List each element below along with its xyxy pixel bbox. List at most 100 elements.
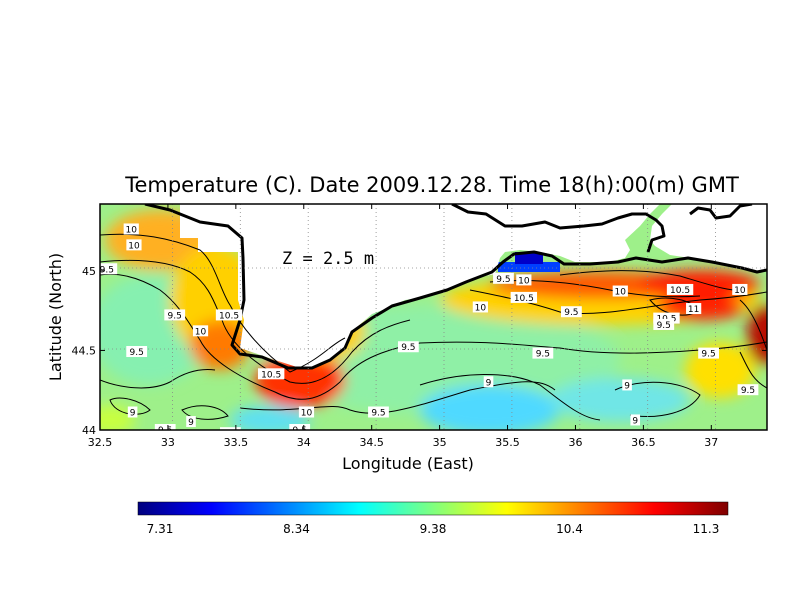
- contour-label-bg: [164, 309, 186, 321]
- contour-label: 10: [472, 301, 488, 313]
- y-tick-label: 44.5: [72, 344, 97, 357]
- contour-label-text: 9.5: [168, 311, 182, 321]
- contour-label: 9.5: [493, 272, 514, 285]
- contour-label: 9: [186, 416, 196, 428]
- contour-label: 11: [686, 303, 702, 315]
- contour-label-bg: [612, 285, 628, 297]
- contour-label-bg: [653, 312, 680, 324]
- x-axis-ticks: 32.5 33 33.5 34 34.5 35 35.5 36 36.5 37: [88, 204, 718, 449]
- contour-label-text: 10: [475, 303, 487, 313]
- contour-label-text: 9.5: [496, 275, 510, 285]
- colorbar-ticks: 7.31 8.34 9.38 10.4 11.3: [147, 522, 720, 536]
- x-tick-label: 32.5: [88, 436, 113, 449]
- contour-label: 10.5: [257, 368, 285, 380]
- contour-label-text: 9: [188, 418, 194, 428]
- contour-label: 9.5: [532, 347, 554, 360]
- contour-label-bg: [220, 427, 241, 430]
- contour-label: 9.5: [560, 306, 582, 318]
- contour-label-bg: [126, 346, 148, 358]
- contour-label-bg: [257, 368, 285, 380]
- x-tick-label: 33: [161, 436, 175, 449]
- contour-label-text: 10: [734, 286, 746, 296]
- contour-label-bg: [510, 291, 538, 303]
- contour-label-text: 10: [195, 327, 207, 337]
- contour-label: 9: [622, 379, 632, 391]
- colorbar-tick-label: 9.38: [420, 522, 447, 536]
- contour-label: 9: [630, 414, 641, 426]
- contour-label-text: 10: [615, 288, 627, 298]
- contour-label-text: 10.5: [261, 370, 281, 380]
- contour-label: 9.5: [737, 384, 759, 396]
- contour-label-bg: [215, 309, 243, 321]
- y-tick-label: 44: [82, 424, 96, 437]
- y-axis-ticks: 44 44.5 45: [72, 265, 767, 437]
- contour-label-bg: [532, 347, 554, 359]
- land-mass: [100, 204, 767, 368]
- contour-label-text: 9.5: [657, 321, 671, 331]
- contour-label: 10.5: [215, 309, 243, 321]
- plot-frame: [99, 203, 768, 431]
- contour-label-text: 9.5: [130, 348, 144, 358]
- contour-label-text: 9.5: [701, 350, 715, 360]
- contour-label-bg: [686, 303, 702, 315]
- contour-label-text: 9.5: [158, 426, 172, 436]
- contour-label-bg: [154, 424, 176, 430]
- contour-label-bg: [732, 283, 748, 295]
- contour-label: 9: [127, 406, 138, 418]
- depth-label: Z = 2.5 m: [282, 249, 374, 269]
- contour-label-bg: [298, 406, 315, 418]
- colorbar-tick-label: 7.31: [147, 522, 174, 536]
- contour-label: 9.5: [100, 263, 118, 275]
- contour-label-bg: [666, 283, 694, 295]
- contour-label: 10: [732, 283, 748, 296]
- contour-label-layer: 10 10 9.5 9.5 10.5 10 9.5 10.5 9 9 9.5 9.5 9.5 10 9.5 9…: [100, 223, 759, 436]
- contour-label: 9.5: [397, 341, 419, 353]
- contour-label-bg: [560, 306, 582, 318]
- contour-label-bg: [127, 406, 138, 418]
- contour-label-text: 10.5: [514, 294, 534, 304]
- contour-label-bg: [289, 424, 311, 430]
- contour-label-bg: [622, 379, 632, 391]
- x-tick-label: 33.5: [224, 436, 249, 449]
- contour-label-bg: [737, 384, 759, 396]
- contour-label-bg: [630, 414, 641, 426]
- contour-label-text: 9.5: [371, 408, 385, 418]
- contour-label: 9.5: [368, 406, 389, 418]
- y-tick-label: 45: [82, 265, 96, 278]
- contour-label-bg: [126, 239, 142, 251]
- contour-label: 10.5: [510, 291, 538, 304]
- contour-label: 10.5: [666, 283, 694, 296]
- contour-label: 10: [516, 274, 532, 286]
- x-axis-label: Longitude (East): [342, 454, 474, 473]
- contour-label-bg: [698, 347, 719, 359]
- contour-label-text: 9.5: [564, 308, 578, 318]
- contour-label-bg: [192, 325, 209, 337]
- contour-label-text: 9: [632, 416, 638, 426]
- coastline: [144, 204, 767, 370]
- colorbar-tick-label: 11.3: [693, 522, 720, 536]
- contour-label-text: 10: [128, 241, 140, 251]
- contour-label: 10: [192, 325, 209, 337]
- contour-label-bg: [368, 406, 389, 418]
- contour-label: 9.5: [653, 318, 675, 331]
- contour-label-text: 9.5: [536, 350, 550, 360]
- contour-label-bg: [472, 301, 488, 313]
- colorbar: [137, 501, 729, 516]
- contour-label-text: 10: [518, 276, 530, 286]
- x-tick-label: 34.5: [359, 436, 384, 449]
- contour-label: 10: [612, 285, 628, 298]
- x-tick-label: 36.5: [631, 436, 656, 449]
- contour-label-bg: [100, 263, 118, 275]
- contour-label-bg: [493, 272, 514, 284]
- y-axis-label: Latitude (North): [46, 253, 65, 381]
- contour-label: 10: [123, 223, 139, 235]
- contour-label-text: 10: [301, 408, 313, 418]
- contour-label: 9.5: [126, 346, 148, 358]
- contour-label-text: 11: [688, 305, 699, 315]
- contour-label-bg: [653, 318, 675, 330]
- contour-label: 9.5: [164, 309, 186, 321]
- contour-label-text: 10: [126, 225, 138, 235]
- contour-label-bg: [186, 416, 196, 428]
- x-tick-label: 35: [433, 436, 447, 449]
